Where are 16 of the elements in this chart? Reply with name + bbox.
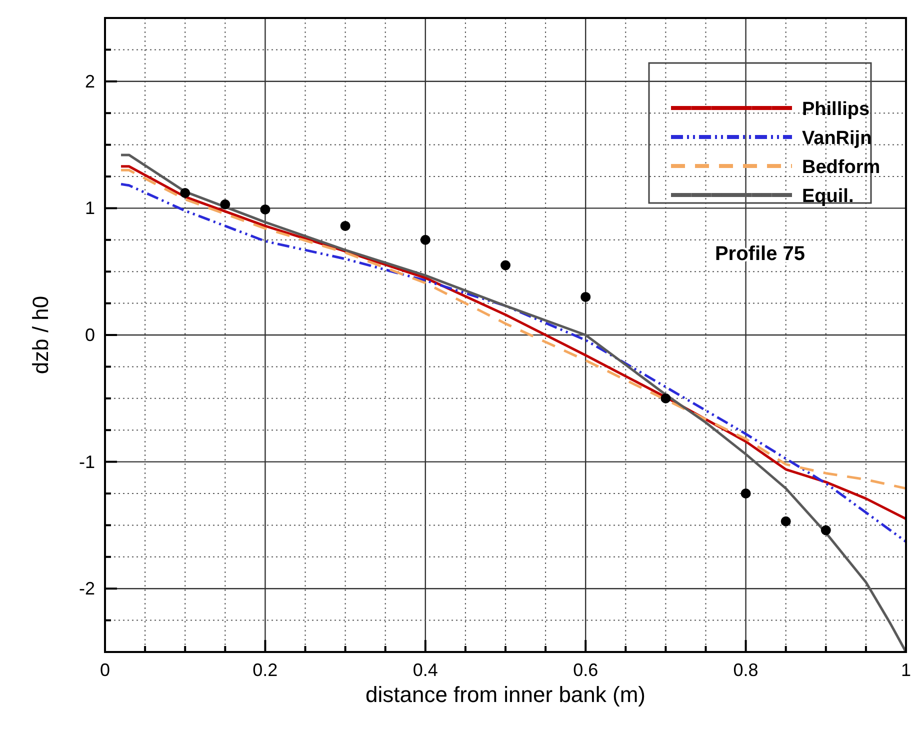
y-tick-label: 2: [84, 71, 95, 92]
legend-label: Phillips: [802, 99, 870, 120]
x-tick-label: 1: [900, 660, 912, 680]
y-tick-label: 0: [84, 325, 95, 345]
x-tick-label: 0.4: [412, 660, 438, 680]
x-tick-label: 0.2: [252, 660, 278, 680]
x-tick-label: 0.8: [733, 660, 758, 680]
x-tick-label: 0.6: [573, 660, 598, 680]
y-axis-title: dzb / h0: [28, 296, 53, 374]
x-tick-label: 0: [100, 660, 110, 680]
y-tick-label: -2: [78, 578, 95, 599]
legend-label: VanRijn: [802, 128, 872, 149]
y-tick-label: -1: [78, 452, 95, 472]
x-axis-title: distance from inner bank (m): [366, 682, 646, 707]
y-tick-label: 1: [84, 198, 95, 218]
legend-label: Equil.: [802, 186, 854, 207]
